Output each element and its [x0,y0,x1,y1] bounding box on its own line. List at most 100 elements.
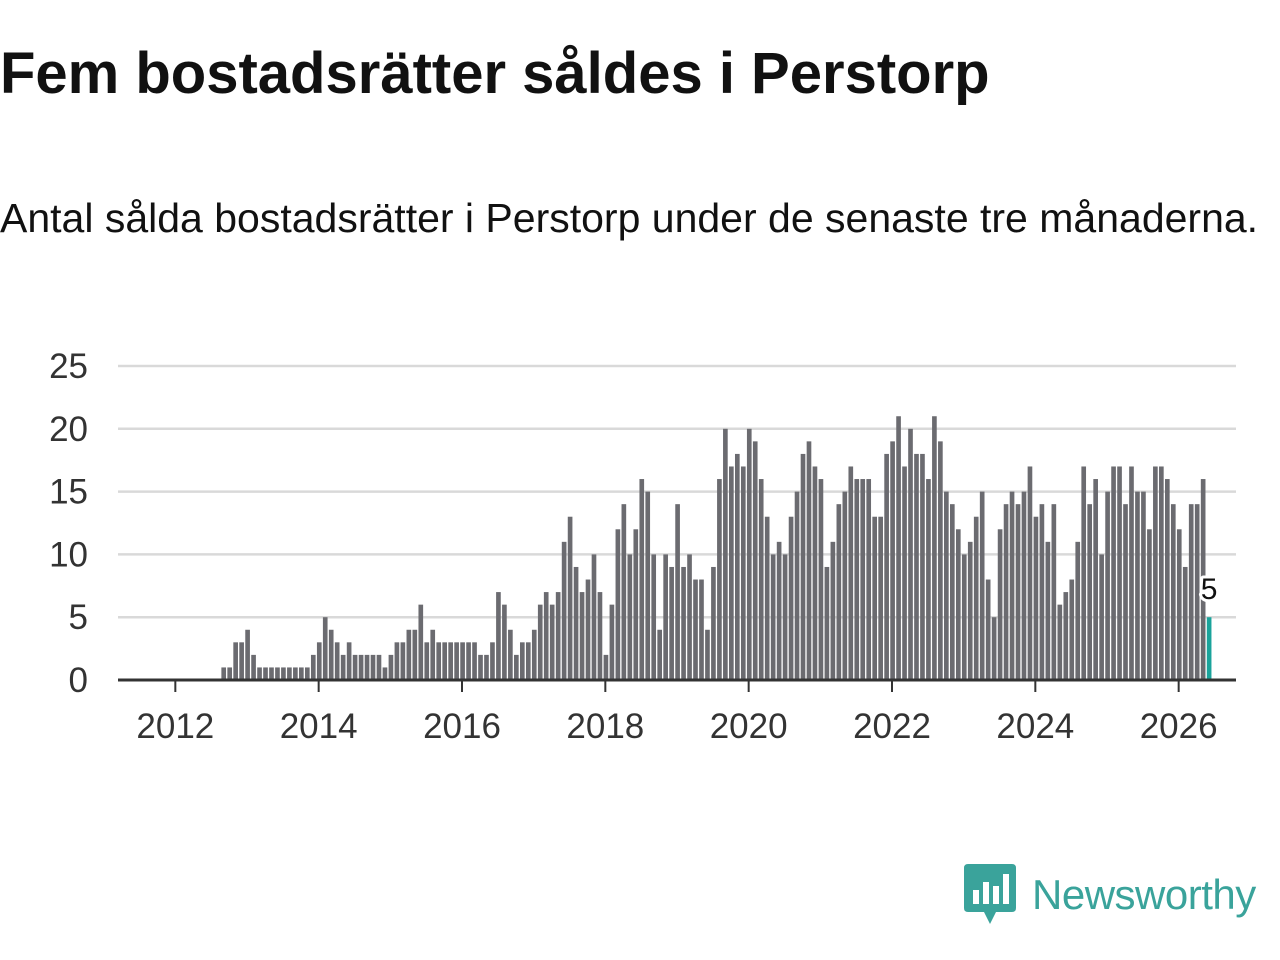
bar [478,654,483,680]
bar [442,642,448,680]
bar [281,667,286,680]
bar [412,629,418,680]
bar [1135,491,1140,680]
bar [310,654,316,680]
bar [597,592,603,680]
bar [1015,504,1021,680]
bar [902,466,907,680]
bar [920,453,925,680]
bar [848,466,854,680]
bar [1003,504,1009,680]
bar [394,642,400,680]
bar [842,491,848,680]
bar [525,642,531,680]
bar [1069,579,1075,680]
bar [979,491,985,680]
bar [1153,466,1158,680]
bar [502,604,507,680]
bar [519,642,525,680]
bar [591,554,597,680]
bar [1129,466,1134,680]
bar [973,516,979,680]
bar [806,441,812,680]
bar [723,428,728,680]
bar [758,479,764,680]
bar [400,642,406,680]
newsworthy-logo: Newsworthy [964,864,1256,926]
bar [603,654,609,680]
x-tick-label: 2014 [280,707,358,746]
bar [866,479,872,680]
chart-subtitle: Antal sålda bostadsrätter i Perstorp und… [0,195,1259,241]
bar [1057,604,1063,680]
x-tick-label: 2022 [853,707,931,746]
bars [221,416,1212,680]
bar [693,579,698,680]
bar [221,667,227,680]
bar [645,491,651,680]
bar [424,642,430,680]
bar [1033,516,1039,680]
bar [543,592,549,680]
bar [681,566,686,680]
x-tick-label: 2016 [423,707,501,746]
y-tick-label: 10 [49,535,88,574]
bar [729,466,734,680]
bar [1027,466,1033,680]
bar [633,529,639,680]
bar [537,604,543,680]
bar [967,541,973,680]
bar [782,554,788,680]
bar [304,667,310,680]
bar [1075,541,1081,680]
y-tick-label: 15 [49,473,88,512]
bar [1111,466,1116,680]
bar [675,504,680,680]
bar [352,654,358,680]
bar [1206,617,1212,680]
bar [293,667,298,680]
x-tick-label: 2012 [136,707,214,746]
bar [1105,491,1110,680]
bar [609,604,615,680]
y-tick-label: 5 [69,598,88,637]
bar [1045,541,1051,680]
bar [484,654,489,680]
bar [340,654,346,680]
bar [579,592,585,680]
bar [472,642,477,680]
bar [561,541,567,680]
brand-name: Newsworthy [1032,871,1256,918]
bar [657,629,663,680]
bar [824,566,830,680]
bar [830,541,836,680]
bar [418,604,424,680]
bar [287,667,292,680]
bar [764,516,770,680]
bar [711,566,716,680]
x-tick-label: 2020 [710,707,788,746]
bar [358,654,364,680]
bar [944,491,949,680]
bar [1194,504,1200,680]
bar [322,617,328,680]
bar [388,654,394,680]
bar [949,504,955,680]
bar [251,654,256,680]
bar [836,504,842,680]
bar [752,441,758,680]
bar [926,479,931,680]
bar [1170,504,1176,680]
bar [263,667,268,680]
data-labels: 5 [1198,570,1221,609]
bar [275,667,280,680]
bar [615,529,621,680]
bar [1081,466,1087,680]
bar [567,516,573,680]
bar [531,629,537,680]
bar [1141,491,1146,680]
bar [860,479,866,680]
bar [573,566,579,680]
bar [1051,504,1057,680]
bar [370,654,376,680]
